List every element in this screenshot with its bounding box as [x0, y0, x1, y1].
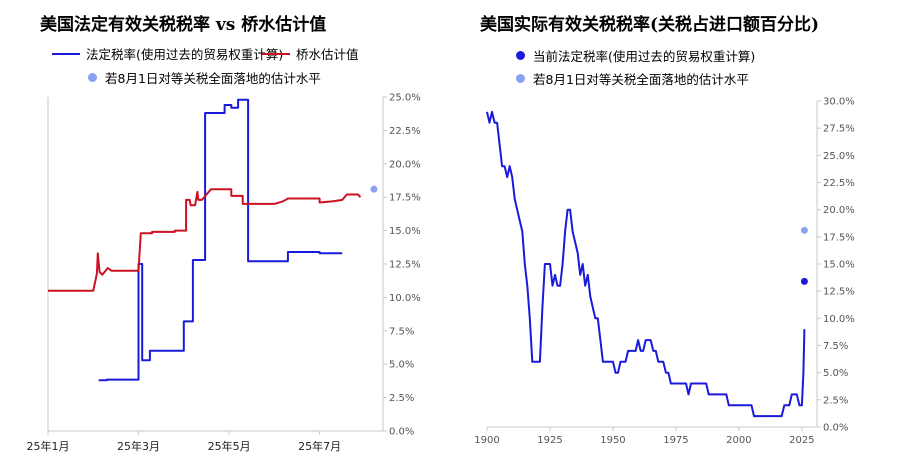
y-tick-label: 20.0% [389, 159, 421, 170]
x-tick-label: 2000 [726, 435, 751, 446]
legend-dot-swatch [88, 73, 97, 82]
legend-label: 若8月1日对等关税全面落地的估计水平 [533, 72, 749, 87]
legend-dot-swatch [516, 51, 525, 60]
projection-point [370, 185, 378, 193]
y-tick-label: 17.5% [389, 193, 421, 204]
legend-label: 桥水估计值 [296, 47, 359, 62]
legend-label: 若8月1日对等关税全面落地的估计水平 [105, 71, 321, 86]
left-legend-item-statutory: 法定税率(使用过去的贸易权重计算) [52, 44, 283, 63]
legend-line-swatch [52, 52, 80, 55]
y-tick-label: 5.0% [389, 360, 414, 371]
x-tick-label: 25年5月 [208, 439, 251, 453]
legend-label: 法定税率(使用过去的贸易权重计算) [86, 47, 284, 62]
left-legend-item-projection: 若8月1日对等关税全面落地的估计水平 [88, 68, 321, 87]
legend-label: 当前法定税率(使用过去的贸易权重计算) [533, 49, 756, 64]
y-tick-label: 15.0% [823, 260, 855, 271]
x-tick-label: 25年1月 [27, 439, 70, 453]
y-tick-label: 0.0% [823, 423, 848, 434]
y-tick-label: 22.5% [823, 178, 855, 189]
y-tick-label: 25.0% [823, 151, 855, 162]
x-tick-label: 1975 [663, 435, 688, 446]
x-tick-label: 2025 [789, 435, 814, 446]
series-line-bridgewater [48, 188, 362, 292]
legend-line-swatch [262, 52, 290, 55]
y-tick-label: 10.0% [823, 314, 855, 325]
right-chart-svg: 0.0% 2.5% 5.0% 7.5% 10.0% 12.5% 15.0% 17.5% 20.0… [474, 97, 855, 447]
series-line-effective-rate [486, 110, 806, 418]
legend-dot-swatch [516, 74, 525, 83]
x-tick-label: 25年7月 [298, 439, 341, 453]
y-tick-label: 20.0% [823, 205, 855, 216]
y-tick-label: 15.0% [389, 226, 421, 237]
right-legend-item-projection: 若8月1日对等关税全面落地的估计水平 [516, 69, 749, 88]
y-tick-label: 25.0% [389, 93, 421, 104]
y-tick-label: 7.5% [823, 341, 848, 352]
y-tick-label: 5.0% [823, 368, 848, 379]
y-tick-label: 10.0% [389, 293, 421, 304]
x-tick-label: 25年3月 [117, 439, 160, 453]
y-tick-label: 12.5% [823, 287, 855, 298]
y-tick-label: 2.5% [823, 395, 848, 406]
y-tick-label: 0.0% [389, 427, 414, 438]
current-statutory-point [800, 277, 808, 285]
series-line-statutory [98, 98, 343, 382]
x-tick-label: 1925 [537, 435, 562, 446]
y-tick-label: 27.5% [823, 124, 855, 135]
right-legend-item-current: 当前法定税率(使用过去的贸易权重计算) [516, 46, 755, 65]
y-tick-label: 30.0% [823, 97, 855, 108]
y-tick-label: 2.5% [389, 393, 414, 404]
y-tick-label: 7.5% [389, 326, 414, 337]
right-chart-title: 美国实际有效关税税率(关税占进口额百分比) [480, 15, 820, 35]
x-tick-label: 1950 [600, 435, 625, 446]
left-chart-panel: 美国法定有效关税税率 vs 桥水估计值 法定税率(使用过去的贸易权重计算) 桥水… [27, 15, 421, 454]
y-tick-label: 22.5% [389, 126, 421, 137]
left-chart-title: 美国法定有效关税税率 vs 桥水估计值 [40, 15, 327, 35]
y-tick-label: 17.5% [823, 232, 855, 243]
y-tick-label: 12.5% [389, 260, 421, 271]
projection-point [800, 226, 808, 234]
left-legend-item-bridgewater: 桥水估计值 [262, 44, 359, 63]
right-chart-panel: 美国实际有效关税税率(关税占进口额百分比) 当前法定税率(使用过去的贸易权重计算… [450, 0, 900, 467]
left-chart-svg: 0.0% 2.5% 5.0% 7.5% 10.0% 12.5% 15.0% 17.5% 20.0… [27, 93, 421, 454]
x-tick-label: 1900 [474, 435, 499, 446]
